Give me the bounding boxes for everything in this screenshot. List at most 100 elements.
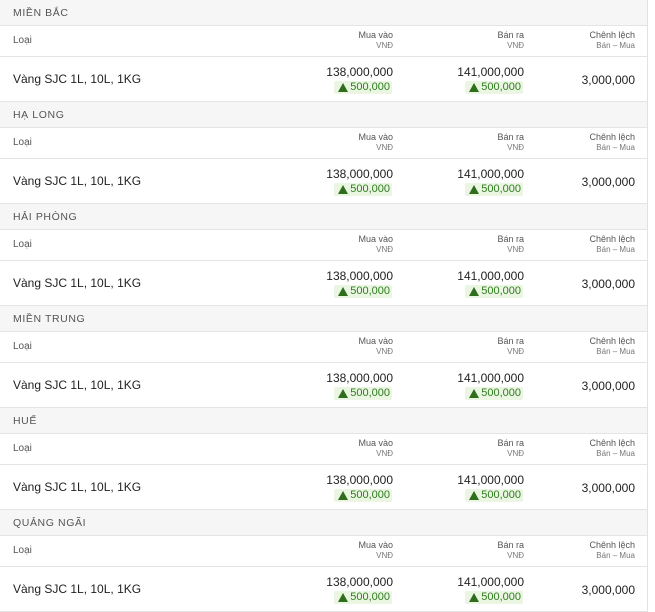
buy-header: Mua vào [358,540,393,550]
price-row: Vàng SJC 1L, 10L, 1KG 138,000,000 500,000 1… [0,57,647,102]
up-arrow [338,185,349,194]
buy-header: Mua vào [358,30,393,40]
product-name: Vàng SJC 1L, 10L, 1KG [13,174,142,188]
type-header: Loại [13,545,32,556]
diff-header: Chênh lệch [589,234,635,244]
buy-change: 500,000 [334,387,392,400]
diff-note: Bán – Mua [596,347,635,356]
change-value: 500,000 [481,81,521,93]
product-name: Vàng SJC 1L, 10L, 1KG [13,276,142,290]
region-header: HẢI PHÒNG [0,204,647,230]
sell-price: 141,000,000 [457,575,524,589]
up-arrow [469,185,480,194]
sell-price: 141,000,000 [457,269,524,283]
diff-value: 3,000,000 [581,583,635,597]
diff-header: Chênh lệch [589,438,635,448]
type-header: Loại [13,341,32,352]
sell-header: Bán ra [497,336,524,346]
buy-price: 138,000,000 [326,269,393,283]
sell-change: 500,000 [465,81,523,94]
buy-unit: VNĐ [376,347,393,356]
region-header: HẠ LONG [0,102,647,128]
sell-header: Bán ra [497,234,524,244]
sell-change: 500,000 [465,591,523,604]
change-value: 500,000 [481,591,521,603]
product-name: Vàng SJC 1L, 10L, 1KG [13,378,142,392]
sell-price: 141,000,000 [457,371,524,385]
diff-note: Bán – Mua [596,245,635,254]
sell-unit: VNĐ [507,245,524,254]
sell-change: 500,000 [465,489,523,502]
column-header-row: Loại Mua vào VNĐ Bán ra VNĐ Chênh lệch Bán – M… [0,230,647,261]
change-value: 500,000 [350,387,390,399]
region-header: MIỀN BẮC [0,0,647,26]
type-header: Loại [13,137,32,148]
buy-header: Mua vào [358,132,393,142]
sell-unit: VNĐ [507,41,524,50]
up-arrow [469,389,480,398]
diff-value: 3,000,000 [581,175,635,189]
column-header-row: Loại Mua vào VNĐ Bán ra VNĐ Chênh lệch Bán – M… [0,332,647,363]
sell-change: 500,000 [465,183,523,196]
change-value: 500,000 [481,183,521,195]
change-value: 500,000 [350,285,390,297]
buy-price: 138,000,000 [326,65,393,79]
up-arrow [469,83,480,92]
column-header-row: Loại Mua vào VNĐ Bán ra VNĐ Chênh lệch Bán – M… [0,128,647,159]
buy-change: 500,000 [334,81,392,94]
buy-change: 500,000 [334,489,392,502]
diff-note: Bán – Mua [596,551,635,560]
buy-price: 138,000,000 [326,575,393,589]
product-name: Vàng SJC 1L, 10L, 1KG [13,480,142,494]
diff-header: Chênh lệch [589,336,635,346]
up-arrow [469,593,480,602]
buy-unit: VNĐ [376,143,393,152]
diff-header: Chênh lệch [589,30,635,40]
type-header: Loại [13,443,32,454]
buy-unit: VNĐ [376,245,393,254]
diff-value: 3,000,000 [581,481,635,495]
sell-price: 141,000,000 [457,167,524,181]
type-header: Loại [13,239,32,250]
product-name: Vàng SJC 1L, 10L, 1KG [13,582,142,596]
sell-header: Bán ra [497,438,524,448]
buy-change: 500,000 [334,183,392,196]
buy-header: Mua vào [358,234,393,244]
diff-value: 3,000,000 [581,379,635,393]
up-arrow [338,389,349,398]
price-row: Vàng SJC 1L, 10L, 1KG 138,000,000 500,000 1… [0,363,647,408]
sell-header: Bán ra [497,30,524,40]
column-header-row: Loại Mua vào VNĐ Bán ra VNĐ Chênh lệch Bán – M… [0,26,647,57]
diff-value: 3,000,000 [581,73,635,87]
sell-unit: VNĐ [507,449,524,458]
diff-header: Chênh lệch [589,132,635,142]
change-value: 500,000 [481,387,521,399]
buy-change: 500,000 [334,591,392,604]
up-arrow [338,287,349,296]
product-name: Vàng SJC 1L, 10L, 1KG [13,72,142,86]
sell-change: 500,000 [465,387,523,400]
region-header: MIỀN TRUNG [0,306,647,332]
buy-unit: VNĐ [376,41,393,50]
price-row: Vàng SJC 1L, 10L, 1KG 138,000,000 500,000 1… [0,261,647,306]
sell-unit: VNĐ [507,347,524,356]
buy-unit: VNĐ [376,551,393,560]
sell-header: Bán ra [497,132,524,142]
region-header: HUẾ [0,408,647,434]
buy-price: 138,000,000 [326,473,393,487]
region-header: QUẢNG NGÃI [0,510,647,536]
change-value: 500,000 [481,285,521,297]
diff-header: Chênh lệch [589,540,635,550]
sell-unit: VNĐ [507,143,524,152]
sell-change: 500,000 [465,285,523,298]
change-value: 500,000 [481,489,521,501]
up-arrow [338,491,349,500]
price-row: Vàng SJC 1L, 10L, 1KG 138,000,000 500,000 1… [0,465,647,510]
sell-price: 141,000,000 [457,473,524,487]
price-row: Vàng SJC 1L, 10L, 1KG 138,000,000 500,000 1… [0,567,647,612]
sell-unit: VNĐ [507,551,524,560]
up-arrow [469,491,480,500]
up-arrow [469,287,480,296]
up-arrow [338,593,349,602]
